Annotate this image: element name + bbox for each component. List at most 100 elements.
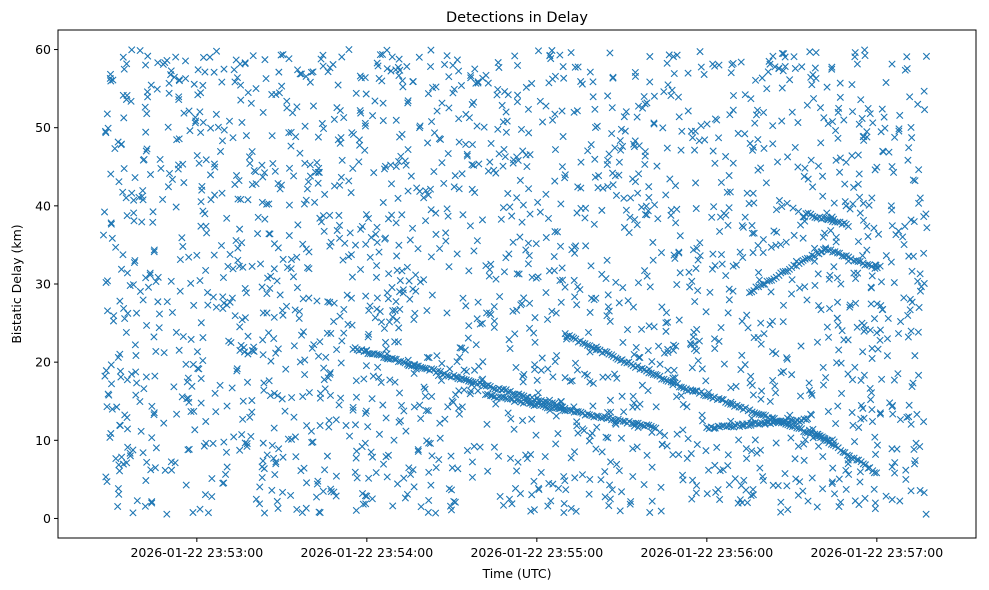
- detection-point: [103, 477, 111, 486]
- detection-point: [833, 249, 842, 257]
- detection-point: [380, 353, 388, 362]
- detection-point: [779, 301, 788, 309]
- detection-point: [243, 442, 251, 451]
- detection-point: [270, 313, 278, 321]
- detection-point: [909, 252, 918, 260]
- detection-point: [772, 206, 781, 214]
- detection-point: [197, 375, 205, 383]
- detection-point: [432, 463, 440, 472]
- detection-point: [478, 216, 487, 224]
- detection-point: [610, 370, 619, 378]
- detection-point: [470, 366, 479, 374]
- detection-point: [139, 449, 147, 457]
- detection-point: [801, 436, 809, 444]
- detection-point: [801, 283, 809, 291]
- detection-point: [876, 409, 884, 417]
- detection-point: [783, 355, 791, 363]
- detection-point: [500, 393, 508, 401]
- detection-point: [872, 469, 881, 477]
- detection-point: [266, 284, 274, 293]
- detection-point: [194, 364, 202, 373]
- detection-point: [788, 371, 796, 379]
- detection-point: [175, 346, 183, 354]
- detection-point: [562, 486, 570, 494]
- detection-point: [797, 342, 805, 350]
- detection-point: [716, 227, 724, 236]
- detection-point: [901, 222, 909, 230]
- detection-point: [447, 486, 456, 494]
- detection-point: [541, 397, 550, 406]
- detection-point: [663, 144, 671, 152]
- detection-point: [663, 442, 671, 450]
- detection-point: [626, 194, 635, 202]
- detection-point: [630, 350, 638, 359]
- detection-point: [629, 472, 637, 481]
- detection-point: [574, 408, 582, 416]
- detection-point: [911, 352, 919, 360]
- detection-point: [790, 53, 798, 61]
- detection-point: [383, 473, 391, 481]
- detection-point: [141, 103, 149, 111]
- detection-point: [881, 124, 889, 132]
- detection-point: [820, 114, 828, 122]
- detection-point: [834, 402, 842, 410]
- detection-point: [498, 101, 506, 109]
- detection-point: [267, 272, 275, 280]
- detection-point: [752, 111, 761, 119]
- detection-point: [99, 231, 108, 239]
- detection-point: [453, 358, 461, 366]
- detection-point: [643, 211, 651, 219]
- detection-point: [454, 404, 463, 412]
- detection-point: [293, 284, 302, 292]
- detection-point: [478, 319, 486, 327]
- detection-point: [772, 389, 780, 397]
- detection-point: [220, 126, 228, 134]
- detection-point: [723, 188, 731, 196]
- detection-point: [856, 478, 864, 486]
- detection-point: [574, 63, 582, 71]
- detection-point: [317, 218, 326, 226]
- detection-point: [605, 350, 613, 358]
- detection-point: [382, 414, 390, 422]
- detection-point: [652, 403, 660, 411]
- detection-point: [567, 454, 575, 462]
- detection-point: [906, 93, 914, 101]
- detection-point: [794, 442, 803, 450]
- detection-point: [725, 481, 733, 489]
- detection-point: [309, 68, 317, 76]
- detection-point: [212, 408, 220, 416]
- detection-point: [803, 296, 811, 304]
- detection-point: [750, 199, 758, 207]
- detection-point: [526, 399, 534, 407]
- detection-point: [217, 241, 226, 250]
- detection-point: [617, 434, 626, 442]
- detection-point: [179, 333, 187, 341]
- detection-point: [311, 198, 319, 206]
- detection-point: [754, 268, 763, 277]
- detection-point: [283, 263, 292, 272]
- detection-point: [599, 373, 607, 381]
- detection-point: [763, 418, 771, 426]
- detection-point: [911, 177, 919, 185]
- detection-point: [314, 179, 322, 187]
- detection-point: [283, 104, 291, 112]
- detection-point: [150, 409, 158, 417]
- detection-point: [549, 373, 557, 381]
- detection-point: [874, 230, 883, 238]
- detection-point: [903, 413, 911, 421]
- detection-point: [853, 60, 861, 68]
- detection-point: [115, 490, 123, 498]
- detection-point: [511, 484, 520, 493]
- detection-point: [772, 241, 780, 249]
- detection-point: [455, 185, 463, 193]
- detection-point: [362, 362, 371, 370]
- detection-point: [297, 331, 306, 339]
- detection-point: [326, 242, 334, 250]
- detection-point: [361, 439, 369, 447]
- detection-point: [831, 126, 840, 135]
- detection-point: [842, 202, 850, 210]
- detection-point: [812, 48, 820, 57]
- detection-point: [767, 288, 775, 296]
- detection-point: [692, 264, 700, 273]
- detection-point: [107, 361, 115, 369]
